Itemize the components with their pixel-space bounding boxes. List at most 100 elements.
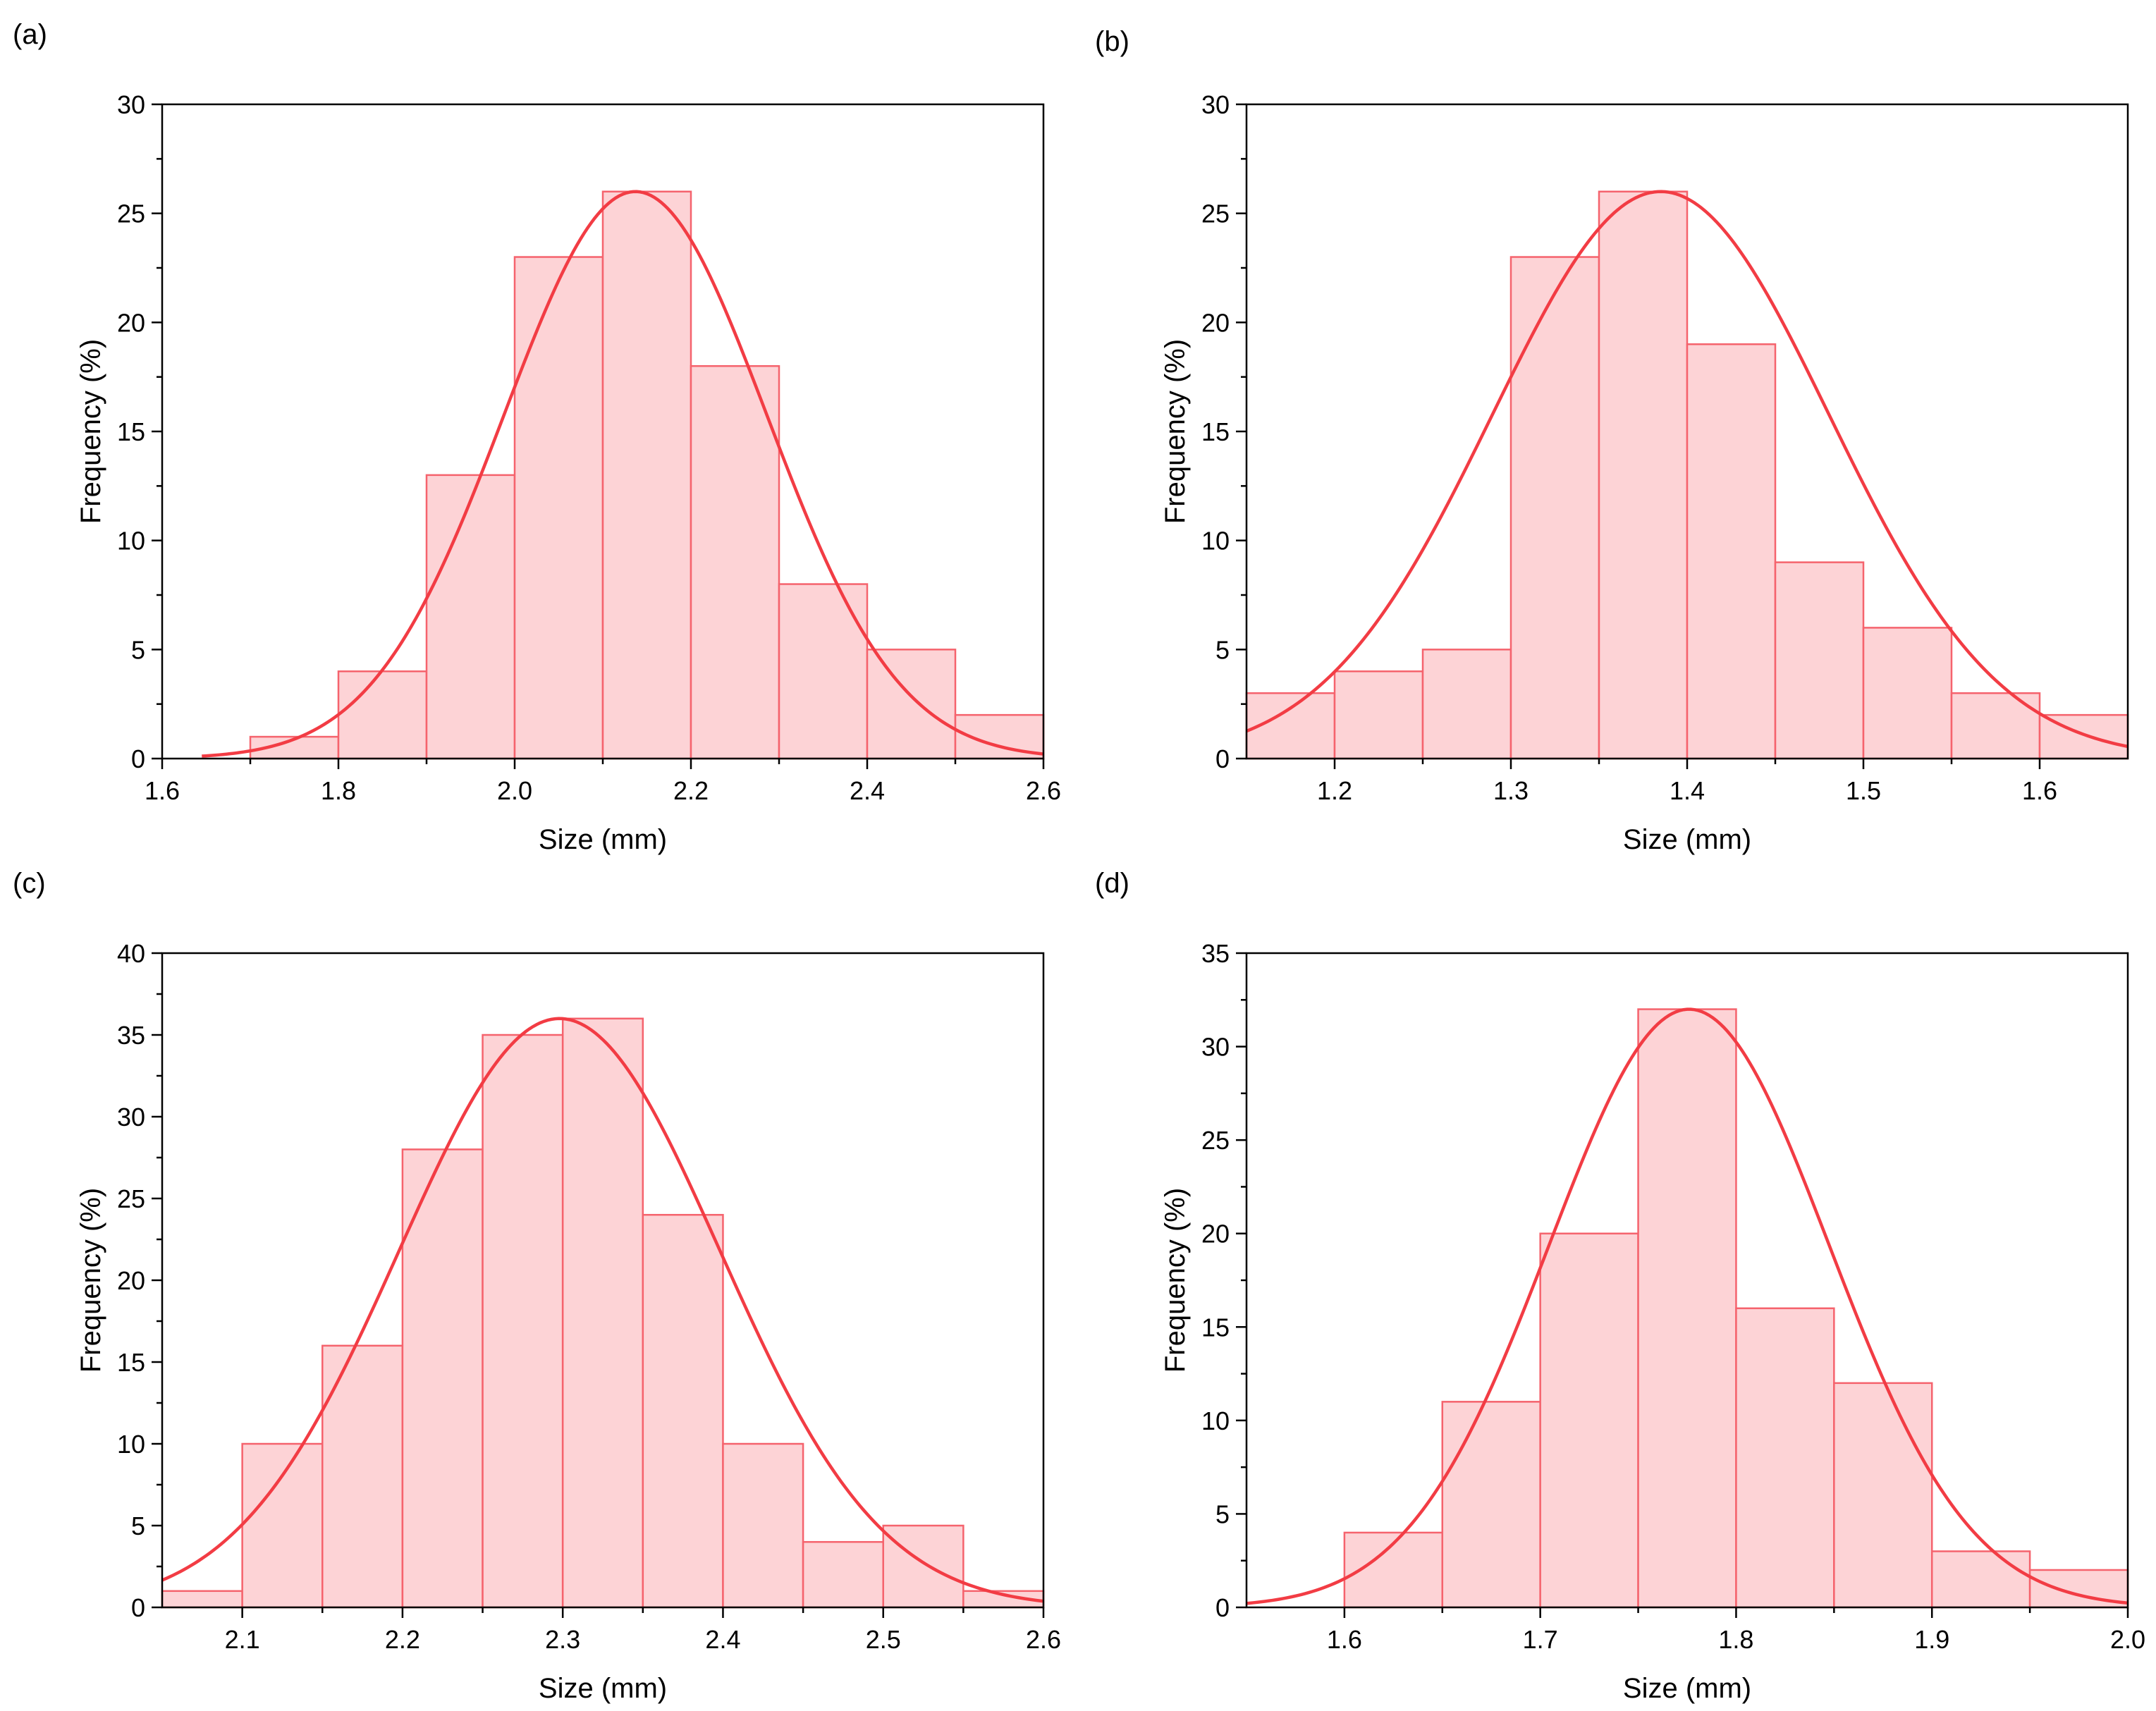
histogram-bar: [1950, 692, 2041, 760]
x-tick-label: 1.6: [2022, 776, 2057, 805]
y-tick-label: 30: [1201, 90, 1230, 119]
histogram-bar: [401, 1148, 484, 1609]
histogram-bar: [1637, 1008, 1737, 1609]
chart-panel-a: (a) 1.6 1.8 2.0 2.2 2.4 2.6 0 5 10 15 20 25 30 Size (m…: [13, 19, 1061, 855]
histogram-bar: [1774, 561, 1865, 760]
x-tick-label: 2.0: [2110, 1625, 2145, 1654]
x-tick-label: 1.5: [1846, 776, 1881, 805]
histogram-bar: [161, 1590, 243, 1609]
x-tick-label: 2.0: [497, 776, 532, 805]
histogram-bar: [882, 1524, 964, 1609]
histogram-bar: [1539, 1232, 1639, 1609]
x-axis-title: Size (mm): [539, 824, 667, 855]
histogram-bar: [482, 1034, 564, 1609]
x-tick-label: 2.5: [866, 1625, 901, 1654]
y-tick-label: 20: [1201, 1220, 1230, 1249]
histogram-bar: [1735, 1307, 1835, 1609]
chart-panel-d: (d) 1.6 1.7 1.8 1.9 2.0 0 5 10 15 20 25 30 35 Size (mm…: [1095, 868, 2145, 1704]
panel-label: (b): [1095, 26, 1129, 57]
histogram-bar: [321, 1344, 404, 1609]
y-axis-title: Frequency (%): [75, 1188, 106, 1373]
histogram-bar: [722, 1442, 804, 1609]
x-tick-label: 2.1: [225, 1625, 260, 1654]
histogram-bar: [241, 1442, 324, 1609]
x-tick-label: 1.8: [1718, 1625, 1753, 1654]
y-axis-title: Frequency (%): [75, 339, 106, 524]
histogram-bar: [513, 256, 604, 760]
y-tick-label: 10: [1201, 527, 1230, 556]
histogram-bar: [1598, 190, 1689, 760]
normal-fit-curve: [161, 1017, 1044, 1603]
y-tick-label: 35: [1201, 939, 1230, 968]
y-tick-label: 10: [117, 527, 145, 556]
histogram-bar: [866, 649, 957, 760]
panel-label: (d): [1095, 868, 1129, 899]
y-tick-label: 5: [1215, 635, 1230, 664]
x-axis-title: Size (mm): [539, 1673, 667, 1704]
x-tick-label: 1.9: [1914, 1625, 1949, 1654]
panel-label: (c): [13, 868, 46, 899]
y-tick-label: 15: [1201, 1313, 1230, 1342]
histogram-bar: [1686, 343, 1777, 760]
panel-label: (a): [13, 19, 47, 50]
x-tick-label: 1.6: [145, 776, 180, 805]
y-tick-label: 0: [1215, 1593, 1230, 1622]
histogram-bar: [1441, 1401, 1541, 1609]
histogram-bar: [1421, 649, 1512, 760]
x-tick-label: 1.3: [1493, 776, 1529, 805]
x-tick-label: 2.2: [385, 1625, 420, 1654]
y-tick-label: 30: [117, 90, 145, 119]
normal-fit-curve: [1246, 1007, 2129, 1605]
y-tick-label: 25: [117, 1184, 145, 1213]
histogram-bar: [690, 364, 780, 760]
normal-fit-curve: [1246, 190, 2129, 749]
histogram-bar: [337, 670, 428, 760]
chart-panel-b: (b) 1.2 1.3 1.4 1.5 1.6 0 5 10 15 20 25 30 Size (mm) F…: [1095, 26, 2129, 855]
y-tick-label: 0: [131, 1593, 145, 1622]
x-tick-label: 1.6: [1327, 1625, 1362, 1654]
y-tick-label: 40: [117, 939, 145, 968]
y-tick-label: 20: [117, 1266, 145, 1295]
y-tick-label: 0: [1215, 744, 1230, 773]
histogram-bar: [778, 583, 869, 760]
x-tick-label: 1.2: [1317, 776, 1352, 805]
y-axis-title: Frequency (%): [1160, 1188, 1191, 1373]
y-tick-label: 15: [117, 1348, 145, 1377]
x-axis-title: Size (mm): [1623, 1673, 1751, 1704]
y-tick-label: 5: [131, 1511, 145, 1540]
x-tick-label: 2.2: [673, 776, 709, 805]
y-tick-label: 10: [1201, 1406, 1230, 1435]
histogram-bar: [561, 1017, 644, 1609]
y-tick-label: 15: [1201, 417, 1230, 446]
y-tick-label: 20: [1201, 308, 1230, 337]
y-tick-label: 30: [1201, 1033, 1230, 1062]
histogram-bar: [1862, 627, 1953, 760]
y-tick-label: 30: [117, 1103, 145, 1132]
y-tick-label: 15: [117, 417, 145, 446]
y-tick-label: 25: [1201, 200, 1230, 228]
x-tick-label: 2.6: [1026, 1625, 1061, 1654]
histogram-bar: [1930, 1550, 2031, 1609]
histogram-bar: [425, 474, 516, 760]
x-tick-label: 2.4: [705, 1625, 740, 1654]
y-tick-label: 25: [117, 200, 145, 228]
y-tick-label: 0: [131, 744, 145, 773]
histogram-bar: [802, 1540, 884, 1609]
y-tick-label: 5: [131, 635, 145, 664]
y-tick-label: 20: [117, 308, 145, 337]
y-axis-title: Frequency (%): [1160, 339, 1191, 524]
x-tick-label: 1.8: [321, 776, 356, 805]
histogram-bar: [1833, 1382, 1933, 1609]
x-tick-label: 2.3: [545, 1625, 580, 1654]
x-tick-label: 1.4: [1670, 776, 1705, 805]
histogram-bar: [642, 1213, 724, 1609]
histogram-bar: [1509, 256, 1600, 760]
histogram-bar: [1333, 670, 1424, 760]
y-tick-label: 25: [1201, 1126, 1230, 1155]
y-tick-label: 10: [117, 1430, 145, 1459]
y-tick-label: 35: [117, 1021, 145, 1050]
x-tick-label: 2.4: [850, 776, 885, 805]
x-tick-label: 2.6: [1026, 776, 1061, 805]
normal-fit-curve: [202, 190, 1044, 758]
